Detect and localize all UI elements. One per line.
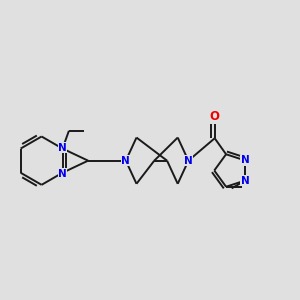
Text: N: N (184, 156, 193, 166)
Text: N: N (58, 169, 67, 179)
Text: N: N (58, 142, 67, 152)
Text: N: N (241, 155, 250, 166)
Text: O: O (210, 110, 220, 123)
Text: N: N (241, 176, 250, 185)
Text: N: N (122, 156, 130, 166)
